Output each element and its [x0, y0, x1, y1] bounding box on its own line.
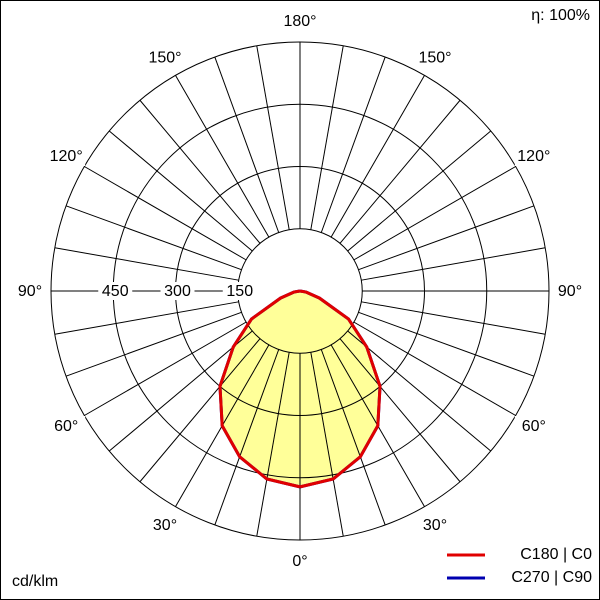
angle-label-bg: [281, 551, 319, 571]
angle-label-bg: [551, 281, 589, 301]
grid-spoke: [339, 338, 461, 483]
r-tick-label: 150: [226, 283, 253, 300]
grid-spoke: [214, 349, 280, 526]
angle-tick-label: 120°: [517, 148, 550, 165]
efficiency-label: η: 100%: [531, 7, 590, 24]
grid-spoke: [310, 352, 344, 537]
r-tick-label: 450: [102, 283, 129, 300]
grid-spoke: [65, 205, 242, 271]
angle-tick-label: 0°: [292, 553, 307, 570]
angle-label-bg: [514, 146, 553, 166]
grid-spoke: [361, 301, 546, 335]
angle-label-bg: [146, 47, 184, 68]
grid-spoke: [108, 330, 253, 452]
grid-spoke: [320, 349, 386, 526]
angle-tick-label: 120°: [50, 148, 83, 165]
angle-label-bg: [47, 416, 86, 436]
grid-spoke: [84, 166, 247, 261]
grid-spoke: [175, 75, 270, 238]
grid-spoke: [84, 321, 247, 416]
grid-spoke: [358, 205, 535, 271]
grid-spoke: [256, 45, 290, 230]
grid-spoke: [347, 130, 492, 252]
grid-spoke: [353, 166, 516, 261]
grid-spoke: [320, 56, 386, 233]
angle-tick-label: 60°: [54, 418, 78, 435]
angle-tick-label: 90°: [558, 283, 582, 300]
angle-label-bg: [416, 47, 454, 68]
grid-spoke: [330, 75, 425, 238]
grid-spoke: [214, 56, 280, 233]
grid-spoke: [353, 321, 516, 416]
r-tick-label: 300: [164, 283, 191, 300]
angle-tick-label: 90°: [18, 283, 42, 300]
grid-spoke: [361, 247, 546, 281]
r-label-bg: [98, 282, 133, 300]
angle-tick-label: 60°: [522, 418, 546, 435]
intensity-curve: [218, 289, 301, 489]
grid-spoke: [347, 330, 492, 452]
legend-label: C270 | C90: [511, 569, 592, 586]
intensity-curve: [299, 289, 382, 489]
angle-label-bg: [514, 416, 553, 436]
grid-spoke: [139, 338, 261, 483]
grid-spoke: [65, 311, 242, 377]
grid-spoke: [358, 311, 535, 377]
grid-spoke: [108, 130, 253, 252]
grid-spoke: [256, 352, 290, 537]
grid-spoke: [139, 99, 261, 244]
grid-spoke: [310, 45, 344, 230]
unit-label: cd/klm: [12, 573, 58, 590]
angle-tick-label: 180°: [283, 13, 316, 30]
r-label-bg: [160, 282, 195, 300]
angle-label-bg: [281, 11, 319, 31]
angle-tick-label: 30°: [423, 517, 447, 534]
angle-tick-label: 150°: [148, 49, 181, 66]
angle-label-bg: [146, 514, 184, 535]
legend-label: C180 | C0: [520, 546, 592, 563]
r-label-bg: [222, 282, 257, 300]
angle-tick-label: 30°: [153, 517, 177, 534]
angle-label-bg: [11, 281, 49, 301]
grid-spoke: [54, 247, 239, 281]
angle-tick-label: 150°: [418, 49, 451, 66]
grid-spoke: [54, 301, 239, 335]
angle-label-bg: [416, 514, 454, 535]
grid-spoke: [339, 99, 461, 244]
angle-label-bg: [47, 146, 86, 166]
